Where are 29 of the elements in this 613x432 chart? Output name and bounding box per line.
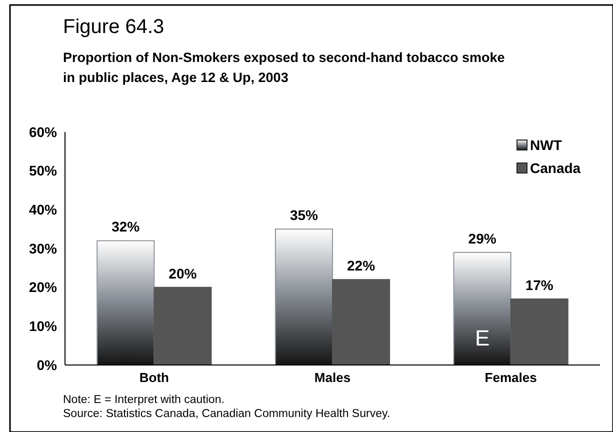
annotation: E	[474, 326, 490, 351]
legend-label: Canada	[530, 160, 581, 176]
bar	[510, 298, 568, 366]
chart-subtitle: Proportion of Non-Smokers exposed to second-hand tobacco smoke in public places, Age 12 & Up, 2003	[63, 50, 506, 85]
data-label: 20%	[168, 265, 198, 282]
y-tick-label: 40%	[28, 202, 58, 218]
bar	[453, 252, 512, 366]
data-label: 32%	[112, 218, 140, 235]
x-tick-label: Both	[139, 370, 170, 385]
y-tick-label: 30%	[28, 240, 58, 256]
x-tick-label: Females	[484, 370, 537, 385]
y-tick-label: 0%	[36, 356, 58, 373]
bar	[96, 240, 155, 366]
x-tick-label: Males	[314, 370, 351, 385]
bar	[332, 279, 390, 366]
data-label: 35%	[290, 207, 319, 224]
y-tick-label: 10%	[28, 318, 58, 334]
chart-title: Figure 64.3	[63, 16, 164, 38]
y-tick-label: 60%	[28, 124, 58, 140]
text: Note: E = Interpret with caution.	[63, 394, 224, 406]
source-note: Source: Statistics Canada, Canadian Community Health Survey.	[63, 408, 390, 420]
data-label: 17%	[525, 276, 554, 293]
y-tick-label: 50%	[28, 162, 58, 179]
data-label: 29%	[468, 230, 497, 246]
legend-label: NWT	[530, 136, 562, 153]
bar	[274, 228, 333, 366]
y-tick-label: 20%	[28, 279, 58, 296]
data-label: 22%	[347, 258, 376, 274]
bar	[154, 286, 212, 366]
